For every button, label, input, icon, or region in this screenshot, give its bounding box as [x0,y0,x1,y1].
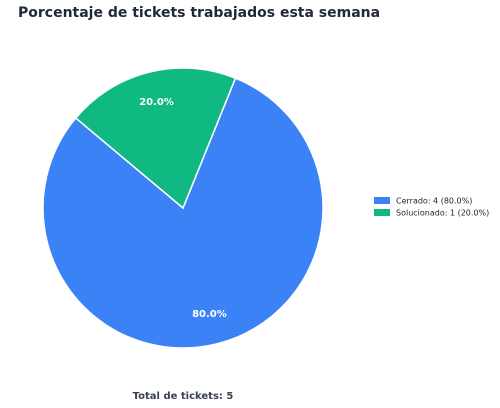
slice-label: 80.0% [192,309,227,320]
pie-slice [74,67,237,210]
legend-swatch [374,197,390,204]
legend-label: Solucionado: 1 (20.0%) [396,209,489,218]
footer: Total de tickets: 5 [133,391,234,402]
legend-label: Cerrado: 4 (80.0%) [396,197,472,206]
slice-label: 20.0% [139,97,174,108]
legend-swatch [374,209,390,216]
pie-slice [42,77,324,349]
chart-title: Porcentaje de tickets trabajados esta se… [18,5,380,21]
